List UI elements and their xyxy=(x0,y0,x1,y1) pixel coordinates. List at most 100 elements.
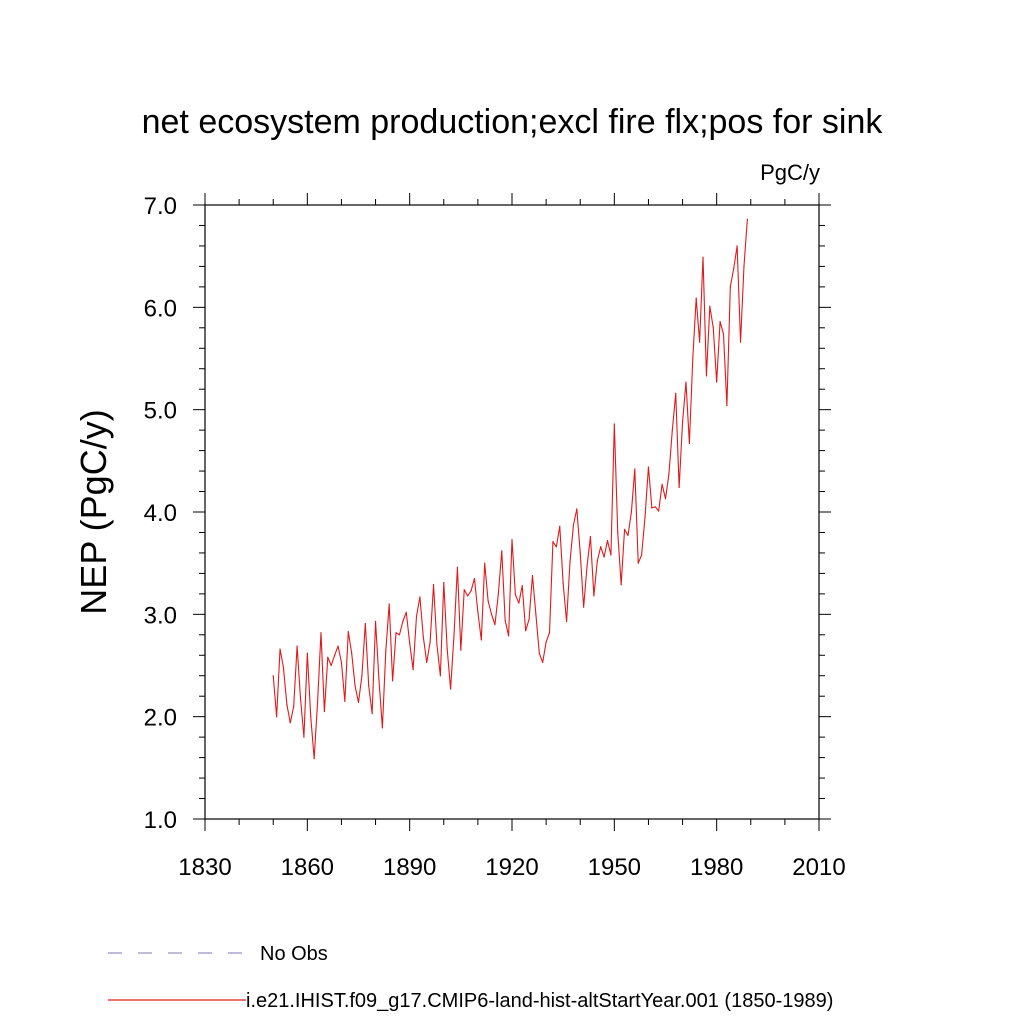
y-tick-labels: 1.0 2.0 3.0 4.0 5.0 6.0 7.0 xyxy=(144,193,177,834)
data-point xyxy=(316,701,319,703)
data-point xyxy=(272,675,274,677)
data-point xyxy=(511,539,513,541)
chart-title: net ecosystem production;excl fire flx;p… xyxy=(142,103,884,141)
data-point xyxy=(593,595,595,597)
data-point xyxy=(661,483,663,485)
data-point xyxy=(647,466,650,468)
data-point xyxy=(559,525,561,527)
data-point xyxy=(289,722,291,724)
x-tick-labels: 1830 1860 1890 1920 1950 1980 2010 xyxy=(178,854,845,881)
data-point xyxy=(562,583,564,585)
data-point xyxy=(426,661,428,664)
y-tick-label: 3.0 xyxy=(144,602,177,629)
data-point xyxy=(678,486,680,489)
data-point xyxy=(688,442,690,445)
series-line-nep xyxy=(272,219,748,760)
data-point xyxy=(473,577,476,580)
data-point xyxy=(398,634,401,636)
data-point xyxy=(497,593,499,595)
data-point xyxy=(296,645,298,647)
data-point xyxy=(552,541,554,543)
data-point xyxy=(354,685,356,687)
data-point xyxy=(374,620,377,623)
data-point xyxy=(419,596,421,598)
x-tick-label: 2010 xyxy=(792,854,845,881)
data-point xyxy=(340,661,343,664)
legend-label-model: i.e21.IHIST.f09_g17.CMIP6-land-hist-altS… xyxy=(246,990,833,1012)
data-point xyxy=(722,333,725,335)
data-point xyxy=(282,666,285,669)
data-point xyxy=(344,700,346,702)
data-point xyxy=(729,286,731,288)
data-point xyxy=(330,664,332,667)
data-point xyxy=(378,679,380,681)
data-point xyxy=(313,758,315,760)
data-point xyxy=(402,620,404,623)
legend: No Obs i.e21.IHIST.f09_g17.CMIP6-land-hi… xyxy=(108,943,833,1012)
units-label: PgC/y xyxy=(760,160,820,185)
data-point xyxy=(630,511,632,513)
y-tick-label: 4.0 xyxy=(144,500,177,527)
data-point xyxy=(709,305,711,307)
data-point xyxy=(528,618,530,621)
data-point xyxy=(460,649,462,651)
data-point xyxy=(664,498,667,500)
data-point xyxy=(538,652,540,654)
data-point xyxy=(487,600,489,602)
data-point xyxy=(579,552,581,554)
data-point xyxy=(514,594,517,596)
data-point xyxy=(651,507,653,509)
legend-label-no-obs: No Obs xyxy=(260,943,328,965)
data-point xyxy=(743,265,745,267)
data-point xyxy=(525,630,527,632)
data-point xyxy=(671,429,673,431)
data-point xyxy=(589,535,592,538)
x-tick-label: 1830 xyxy=(178,854,231,881)
data-point xyxy=(453,634,455,636)
data-point xyxy=(286,703,288,705)
data-point xyxy=(361,675,363,677)
data-point xyxy=(299,697,302,699)
data-points xyxy=(272,218,748,760)
y-tick-label: 6.0 xyxy=(144,295,177,322)
data-point xyxy=(507,635,510,637)
data-point xyxy=(432,584,435,586)
data-point xyxy=(695,297,697,299)
data-point xyxy=(477,611,479,613)
data-point xyxy=(535,613,537,615)
data-point xyxy=(596,560,598,562)
data-point xyxy=(323,710,325,713)
data-point xyxy=(600,546,602,548)
data-point xyxy=(736,245,738,247)
data-point xyxy=(668,473,670,475)
data-point xyxy=(712,327,714,329)
data-point xyxy=(385,650,387,652)
y-axis-label: NEP (PgC/y) xyxy=(73,409,114,614)
data-point xyxy=(583,606,585,608)
data-point xyxy=(654,506,656,508)
data-point xyxy=(699,341,701,343)
data-point xyxy=(685,381,687,383)
data-point xyxy=(675,392,677,394)
data-point xyxy=(422,636,424,638)
data-point xyxy=(531,574,534,577)
data-point xyxy=(381,727,383,729)
data-point xyxy=(603,556,605,558)
data-point xyxy=(494,623,496,626)
data-point xyxy=(293,705,295,708)
data-point xyxy=(368,685,370,687)
data-point xyxy=(739,341,742,343)
data-point xyxy=(501,550,503,552)
data-point xyxy=(351,652,353,654)
data-point xyxy=(467,595,469,597)
data-point xyxy=(521,585,523,587)
data-point xyxy=(518,602,520,604)
y-tick-label: 2.0 xyxy=(144,705,177,732)
data-point xyxy=(702,256,704,258)
data-point xyxy=(620,584,622,586)
data-point xyxy=(681,421,684,423)
data-point xyxy=(347,631,349,633)
data-point xyxy=(542,661,544,664)
data-point xyxy=(470,590,472,592)
data-point xyxy=(565,620,568,623)
